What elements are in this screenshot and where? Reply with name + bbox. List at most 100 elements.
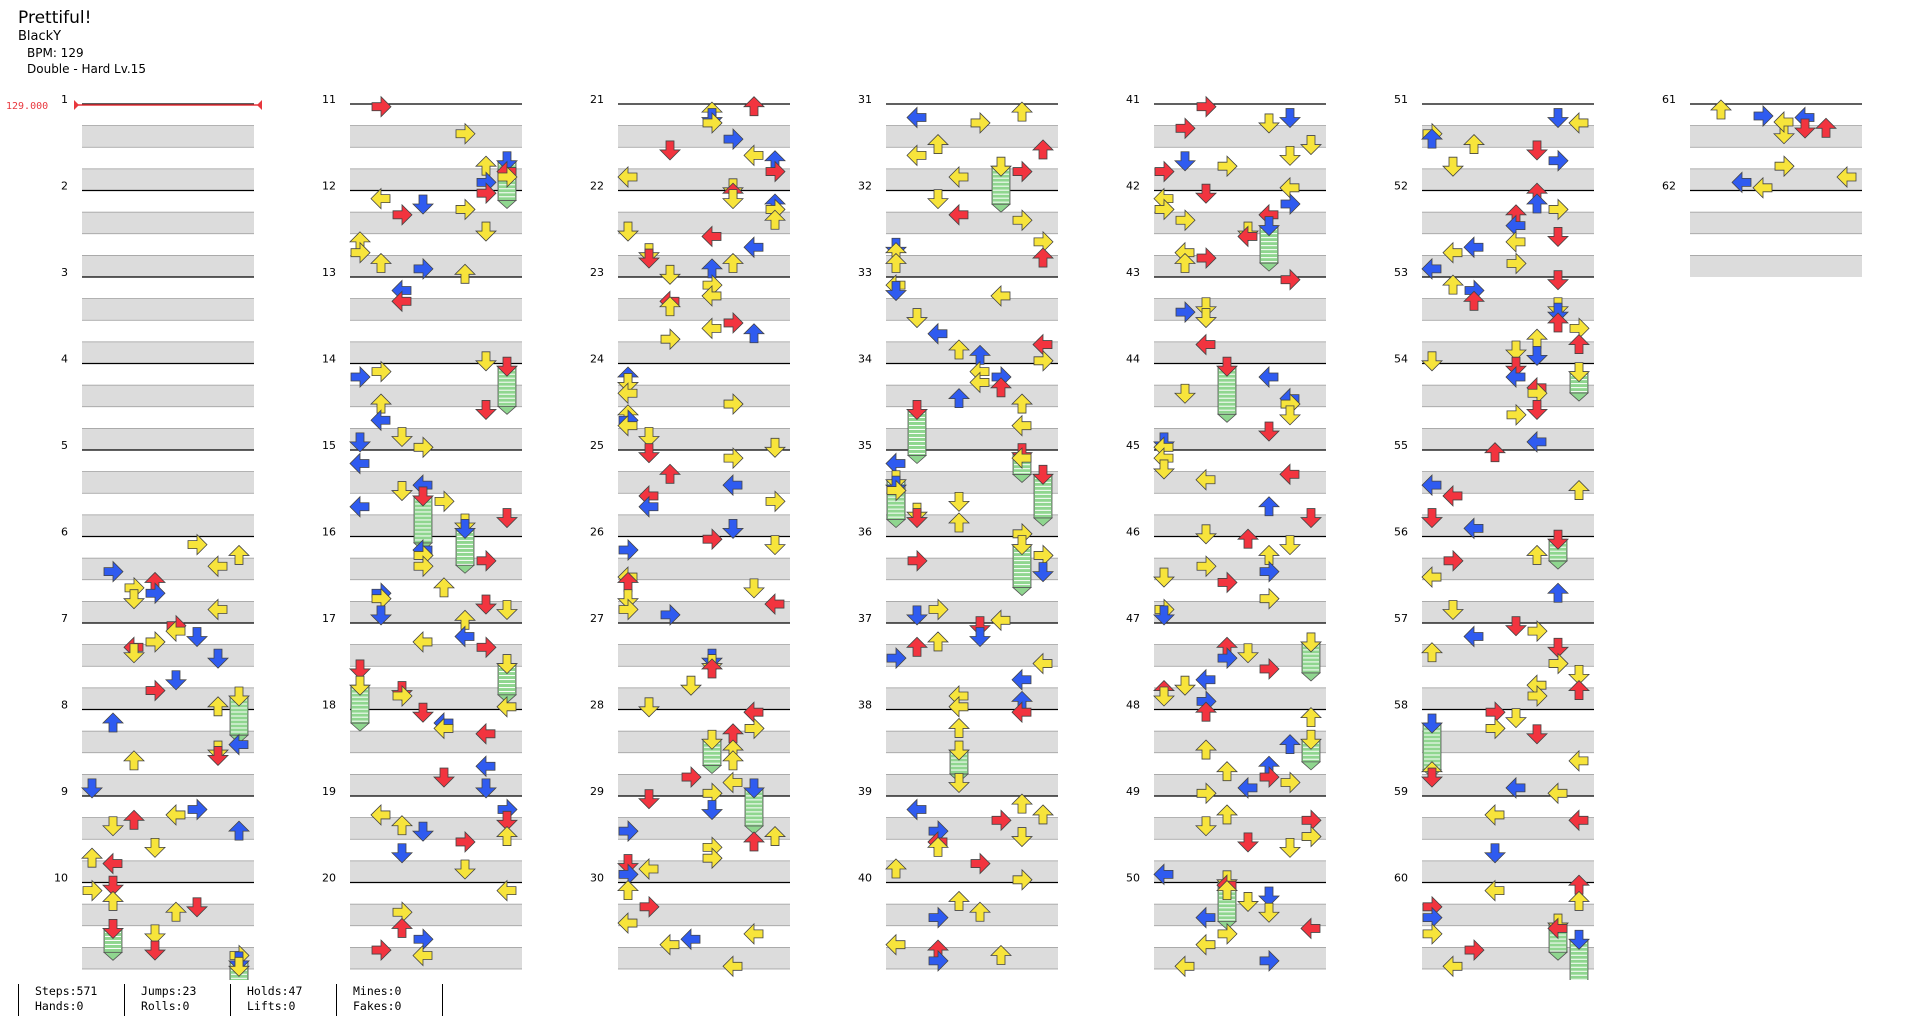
arrow-note-icon xyxy=(617,221,639,242)
arrow-note-icon xyxy=(1547,227,1569,248)
arrow-note-icon xyxy=(701,800,723,821)
arrow-note-icon xyxy=(102,852,123,875)
stat-cell: Steps:571 Hands:0 xyxy=(18,984,139,1016)
measure-number: 61 xyxy=(1662,93,1676,106)
arrow-note-icon xyxy=(412,486,434,507)
arrow-note-icon xyxy=(1568,664,1590,685)
measure-number: 14 xyxy=(322,353,336,366)
arrow-note-icon xyxy=(412,821,434,842)
arrow-note-icon xyxy=(370,605,392,626)
arrow-note-icon xyxy=(1279,837,1301,858)
arrow-note-icon xyxy=(743,96,765,117)
arrow-note-icon xyxy=(1196,782,1217,805)
arrow-note-icon xyxy=(1484,843,1506,864)
arrow-note-icon xyxy=(391,815,413,836)
arrow-note-icon xyxy=(743,578,765,599)
arrow-note-icon xyxy=(1421,474,1442,497)
beat-band xyxy=(82,514,254,537)
arrow-note-icon xyxy=(743,831,765,852)
arrow-note-icon xyxy=(1258,902,1280,923)
arrow-note-icon xyxy=(455,122,476,145)
arrow-note-icon xyxy=(1153,459,1175,480)
arrow-note-icon xyxy=(1216,880,1238,901)
measure-number: 45 xyxy=(1126,439,1140,452)
arrow-note-icon xyxy=(1527,620,1548,643)
beat-band xyxy=(1154,212,1326,234)
beat-band xyxy=(82,947,254,969)
beat-band xyxy=(82,255,254,277)
beat-band xyxy=(618,904,790,926)
beat-band xyxy=(1154,860,1326,883)
measure-number: 29 xyxy=(590,785,604,798)
beat-band xyxy=(350,168,522,191)
arrow-note-icon xyxy=(1463,517,1484,540)
arrow-note-icon xyxy=(1505,708,1527,729)
arrow-note-icon xyxy=(1216,356,1238,377)
beat-band xyxy=(1422,558,1594,580)
arrow-note-icon xyxy=(370,187,391,210)
beat-band xyxy=(1422,774,1594,796)
arrow-note-icon xyxy=(1195,524,1217,545)
beat-band xyxy=(1422,298,1594,321)
beat-band xyxy=(82,168,254,191)
arrow-note-icon xyxy=(1237,892,1259,912)
beat-band xyxy=(82,731,254,753)
arrow-note-icon xyxy=(1237,225,1258,248)
arrow-note-icon xyxy=(680,675,702,696)
arrow-note-icon xyxy=(722,189,744,210)
beat-band xyxy=(82,601,254,623)
stat-value: Jumps:23 xyxy=(141,984,197,998)
arrow-note-icon xyxy=(907,549,928,572)
beat-band xyxy=(1154,731,1326,753)
arrow-note-icon xyxy=(1032,139,1054,160)
hold-note-icon xyxy=(990,156,1012,213)
arrow-note-icon xyxy=(948,740,970,761)
beat-band xyxy=(82,385,254,407)
arrow-note-icon xyxy=(413,928,434,951)
arrow-note-icon xyxy=(475,722,496,745)
hold-note-icon xyxy=(1011,535,1033,597)
stat-cell: Holds:47 Lifts:0 xyxy=(230,984,351,1016)
arrow-note-icon xyxy=(764,437,786,458)
arrow-note-icon xyxy=(1301,825,1322,848)
beat-band xyxy=(618,947,790,969)
arrow-note-icon xyxy=(186,897,208,918)
beat-band xyxy=(350,860,522,883)
arrow-note-icon xyxy=(1547,637,1569,658)
arrow-note-icon xyxy=(1421,128,1443,149)
beat-band xyxy=(1422,904,1594,926)
beat-band xyxy=(1154,947,1326,969)
beat-band xyxy=(350,731,522,753)
arrow-note-icon xyxy=(1442,955,1463,978)
arrow-note-icon xyxy=(412,944,433,967)
arrow-note-icon xyxy=(1217,647,1238,670)
beat-band xyxy=(886,125,1058,148)
arrow-note-icon xyxy=(123,809,145,830)
beat-band xyxy=(886,212,1058,234)
arrow-note-icon xyxy=(1280,771,1301,794)
arrow-note-icon xyxy=(948,491,970,512)
arrow-note-icon xyxy=(1547,529,1569,550)
bpm-change-marker: 129.000 xyxy=(6,100,262,112)
arrow-note-icon xyxy=(475,351,497,372)
measure-number: 4 xyxy=(61,353,68,366)
arrow-note-icon xyxy=(1484,803,1505,826)
arrow-note-icon xyxy=(1195,308,1217,329)
arrow-note-icon xyxy=(1526,544,1548,565)
arrow-note-icon xyxy=(165,901,187,922)
arrow-note-icon xyxy=(1011,827,1033,848)
arrow-note-icon xyxy=(660,328,681,351)
arrow-note-icon xyxy=(1505,776,1526,799)
arrow-note-icon xyxy=(1217,922,1238,945)
arrow-note-icon xyxy=(228,956,250,977)
arrow-note-icon xyxy=(1279,535,1301,556)
arrow-note-icon xyxy=(1012,868,1033,891)
arrow-note-icon xyxy=(743,236,764,259)
measure-number: 62 xyxy=(1662,180,1676,193)
song-artist: BlackY xyxy=(18,29,62,44)
arrow-note-icon xyxy=(1258,421,1280,442)
arrow-note-icon xyxy=(1032,804,1054,825)
arrow-note-icon xyxy=(1279,463,1300,486)
measure-number: 33 xyxy=(858,266,872,279)
arrow-note-icon xyxy=(433,577,455,598)
